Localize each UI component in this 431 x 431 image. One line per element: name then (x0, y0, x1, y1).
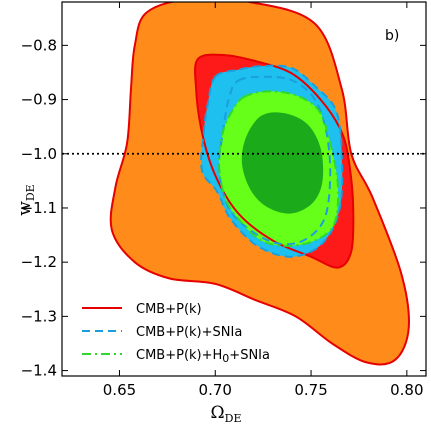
y-tick-label: −1.2 (21, 253, 57, 271)
contour-series2-level0 (218, 90, 340, 247)
legend-label-cmb-pk: CMB+P(k) (136, 302, 202, 317)
y-tick-label: −1.4 (21, 362, 57, 380)
y-tick-label: −1.3 (21, 307, 57, 325)
legend-label-cmb-pk-h0-snia-suffix: +SNIa (229, 348, 270, 363)
y-tick-label: −1.0 (21, 145, 57, 163)
legend-label-cmb-pk-snia: CMB+P(k)+SNIa (136, 325, 242, 340)
contour-series1-level0 (200, 64, 344, 258)
x-tick-label: 0.80 (390, 381, 423, 399)
y-axis-title-main: w (15, 201, 35, 216)
x-tick-label: 0.75 (294, 381, 327, 399)
legend-label-cmb-pk-h0-snia-sub: 0 (222, 352, 229, 365)
panel-label: b) (385, 28, 399, 44)
x-tick-label: 0.70 (199, 381, 232, 399)
plot-frame (61, 1, 427, 377)
confidence-regions (110, 2, 409, 365)
x-axis-title: ΩDE (211, 403, 242, 425)
contour-lines (109, 2, 410, 366)
region-green-inner (241, 112, 324, 214)
y-tick-label: −0.9 (21, 91, 57, 109)
contour-series0-level1 (194, 53, 355, 269)
x-axis-title-main: Ω (211, 403, 225, 423)
contour-series1-level1 (217, 75, 332, 246)
y-tick-label: −0.8 (21, 36, 57, 54)
contour-series0-level0 (109, 2, 410, 366)
x-tick-label: 0.65 (103, 381, 136, 399)
legend: CMB+P(k) CMB+P(k)+SNIa CMB+P(k)+H0+SNIa (82, 302, 270, 365)
legend-label-cmb-pk-h0-snia-main: CMB+P(k)+H (136, 348, 222, 363)
y-tick-label: −1.1 (21, 199, 57, 217)
x-axis-title-sub: DE (225, 412, 242, 425)
axis-ticks: 0.65 0.70 0.75 0.80 −0.8 −0.9 −1.0 −1.1 −1.2 −1.3… (21, 2, 426, 399)
y-axis-title-sub: DE (24, 184, 37, 201)
legend-label-cmb-pk-h0-snia: CMB+P(k)+H0+SNIa (136, 348, 270, 365)
y-axis-title: wDE (15, 184, 37, 215)
